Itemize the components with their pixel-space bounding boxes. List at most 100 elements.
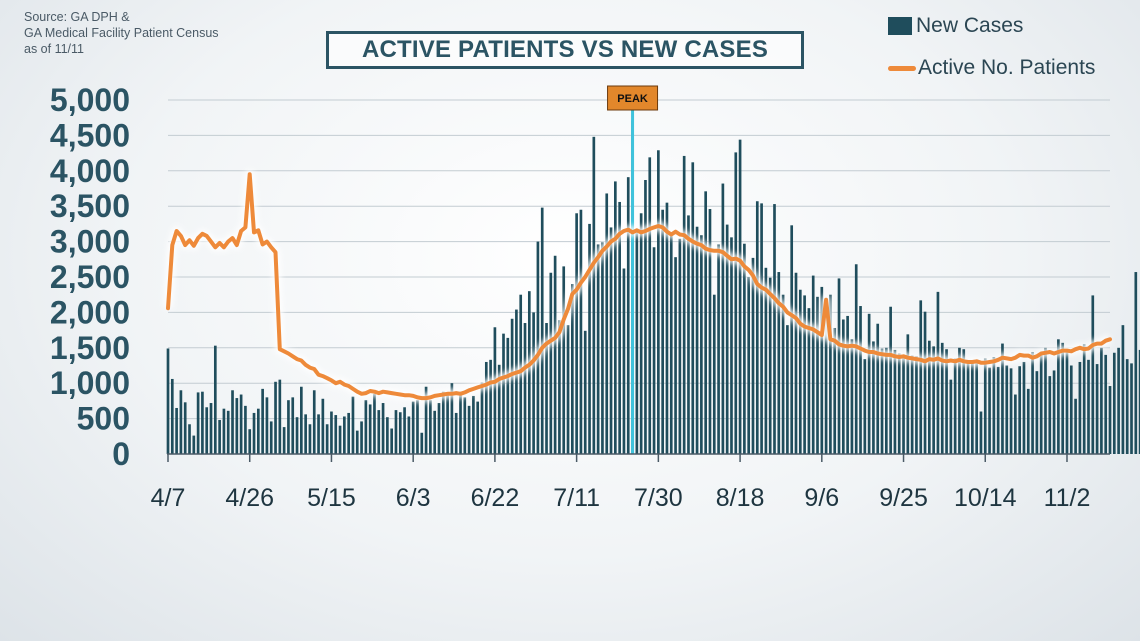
bar	[906, 334, 910, 454]
y-tick-label: 1,000	[50, 365, 130, 401]
bar	[915, 356, 918, 454]
bar	[1035, 371, 1039, 454]
bar	[807, 308, 811, 454]
bar	[880, 348, 884, 454]
line-active-patients	[163, 169, 1112, 403]
bar	[940, 342, 944, 454]
bar	[1048, 376, 1052, 454]
bars-new-cases	[166, 120, 1140, 455]
bar	[390, 428, 394, 454]
bar	[527, 291, 531, 454]
chart-title: ACTIVE PATIENTS VS NEW CASES	[326, 31, 804, 69]
bar	[248, 429, 252, 454]
bar	[213, 345, 217, 454]
bar	[493, 327, 497, 454]
y-tick-label: 1,500	[50, 330, 130, 366]
bar	[601, 242, 604, 454]
bar	[837, 278, 841, 454]
bar	[609, 227, 613, 454]
y-tick-label: 0	[112, 436, 130, 472]
bar	[949, 379, 953, 454]
bar	[433, 410, 437, 454]
bar	[540, 207, 544, 454]
bar	[1018, 366, 1022, 454]
bar	[170, 378, 174, 454]
bar	[368, 404, 372, 454]
chart-title-text: ACTIVE PATIENTS VS NEW CASES	[361, 36, 769, 63]
bar	[515, 309, 518, 454]
bar	[1091, 295, 1095, 454]
bar	[996, 366, 1000, 454]
x-tick-label: 5/15	[307, 484, 356, 512]
bar	[497, 364, 501, 454]
bar	[175, 407, 178, 454]
bar	[953, 358, 957, 454]
bar	[325, 424, 329, 454]
bar	[441, 391, 445, 454]
peak-label: PEAK	[617, 93, 648, 105]
legend-item-new-cases: New Cases	[888, 12, 1095, 40]
bar	[1026, 388, 1030, 454]
bar	[209, 403, 213, 454]
bar	[338, 425, 342, 454]
bar	[902, 355, 905, 454]
bar	[721, 183, 725, 454]
bar	[841, 319, 845, 454]
bar	[454, 412, 458, 454]
bar	[450, 383, 454, 454]
x-tick-label: 11/2	[1044, 484, 1091, 512]
bar	[287, 400, 290, 454]
bar	[932, 346, 935, 454]
bar	[484, 361, 488, 454]
bar	[256, 408, 260, 454]
y-tick-label: 5,000	[50, 82, 130, 118]
legend-bar-swatch	[888, 17, 912, 35]
bar	[889, 306, 892, 454]
bar	[1074, 398, 1077, 454]
bar	[738, 139, 742, 454]
bar	[532, 312, 535, 454]
bar	[183, 402, 187, 454]
bar	[476, 401, 480, 454]
bar	[411, 401, 415, 454]
bar	[669, 233, 673, 454]
bar	[682, 155, 686, 454]
bar	[829, 294, 832, 454]
line-series	[166, 172, 1112, 401]
bar	[416, 400, 419, 454]
bar	[575, 213, 578, 454]
bar	[218, 420, 221, 454]
bar	[674, 257, 677, 454]
bar	[936, 291, 940, 454]
bar	[1087, 359, 1090, 454]
bar	[854, 264, 858, 454]
bar	[265, 397, 269, 454]
bar	[657, 150, 660, 454]
bar	[897, 353, 901, 454]
bar	[321, 398, 325, 454]
x-axis-ticks: 4/7 4/26 5/15 6/3 6/22 7/11 7/30 8/18 9/6 9/25 10/…	[151, 454, 1091, 512]
y-tick-label: 2,500	[50, 259, 130, 295]
bar	[1039, 353, 1043, 454]
bar	[1112, 352, 1116, 454]
bar	[725, 224, 729, 454]
bar	[502, 333, 505, 454]
bar	[282, 427, 286, 454]
bar	[923, 311, 927, 454]
bar	[1121, 325, 1125, 454]
bar	[334, 415, 338, 454]
y-axis-ticks: 05001,0001,5002,0002,5003,0003,5004,0004…	[50, 82, 130, 472]
x-tick-label: 9/6	[804, 484, 839, 512]
bar	[760, 203, 763, 454]
bar	[794, 272, 798, 454]
bar	[893, 349, 897, 454]
bar	[592, 136, 596, 455]
bar	[1057, 339, 1060, 454]
bar	[192, 435, 196, 454]
bar	[308, 424, 312, 454]
bar	[424, 386, 428, 454]
peak-annotation: PEAK	[607, 85, 659, 454]
bar	[407, 416, 411, 454]
legend-item-active-patients: Active No. Patients	[888, 54, 1095, 82]
bar	[626, 177, 630, 454]
